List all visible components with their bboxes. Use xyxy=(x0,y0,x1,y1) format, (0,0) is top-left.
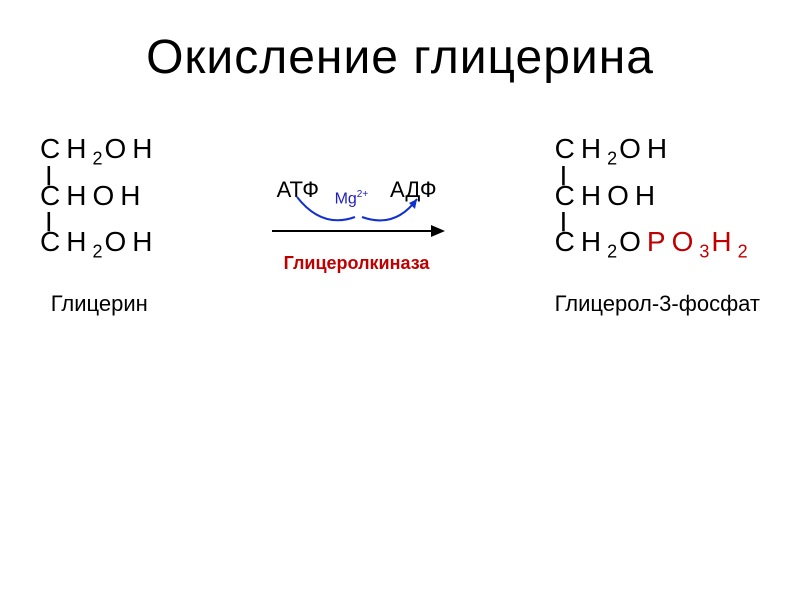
enzyme-label: Глицеролкиназа xyxy=(284,253,430,274)
atom: H xyxy=(581,226,607,257)
formula-row: CHOH xyxy=(555,182,661,215)
formula-row: CHOH xyxy=(40,182,146,215)
atom: H xyxy=(635,180,661,211)
atom: H xyxy=(581,180,607,211)
molecule-label: Глицерол-3-фосфат xyxy=(555,291,760,317)
subscript: 3 xyxy=(699,242,711,262)
atom: H xyxy=(120,180,146,211)
subscript: 2 xyxy=(92,149,104,169)
atom: O xyxy=(607,180,635,211)
atom: C xyxy=(40,226,66,257)
atom: O xyxy=(92,180,120,211)
atom: H xyxy=(132,133,158,164)
subscript: 2 xyxy=(92,242,104,262)
atom: H xyxy=(581,133,607,164)
page-title: Окисление глицерина xyxy=(40,30,760,85)
atom: O xyxy=(104,226,132,257)
atom: C xyxy=(555,226,581,257)
formula-row: CH2OH xyxy=(40,228,159,261)
subscript: 2 xyxy=(607,242,619,262)
formula-row: CH2OH xyxy=(555,135,674,168)
formula-row: CH2OH xyxy=(40,135,159,168)
subscript: 2 xyxy=(607,149,619,169)
atom: H xyxy=(647,133,673,164)
molecule-label: Глицерин xyxy=(51,291,148,317)
arrow-svg xyxy=(267,189,447,249)
atom: H xyxy=(66,133,92,164)
slide: Окисление глицерина CH2OH | CHOH | CH2OH… xyxy=(0,0,800,600)
atom: C xyxy=(40,180,66,211)
atom-phosphate: H xyxy=(711,226,737,257)
curve-path xyxy=(297,197,355,220)
atom: C xyxy=(555,180,581,211)
atom: C xyxy=(40,133,66,164)
reaction-diagram: CH2OH | CHOH | CH2OH Глицерин АТФ Mg2+ А… xyxy=(40,135,760,317)
reaction-arrow xyxy=(267,217,447,247)
atom: C xyxy=(555,133,581,164)
atom-phosphate: O xyxy=(672,226,700,257)
subscript: 2 xyxy=(738,242,750,262)
atom: O xyxy=(619,133,647,164)
atom-phosphate: P xyxy=(647,226,672,257)
atom: O xyxy=(104,133,132,164)
reaction-arrow-block: АТФ Mg2+ АДФ Глицеролкиназа xyxy=(257,177,457,274)
formula-row: CH2OPO3H2 xyxy=(555,228,750,261)
atom: H xyxy=(66,226,92,257)
atom: H xyxy=(66,180,92,211)
curve-path xyxy=(362,199,417,220)
molecule-glycerol: CH2OH | CHOH | CH2OH Глицерин xyxy=(40,135,159,317)
molecule-glycerol-3-phosphate: CH2OH | CHOH | CH2OPO3H2 Глицерол-3-фосф… xyxy=(555,135,760,317)
atom: H xyxy=(132,226,158,257)
atom: O xyxy=(619,226,647,257)
main-arrowhead xyxy=(431,225,445,237)
